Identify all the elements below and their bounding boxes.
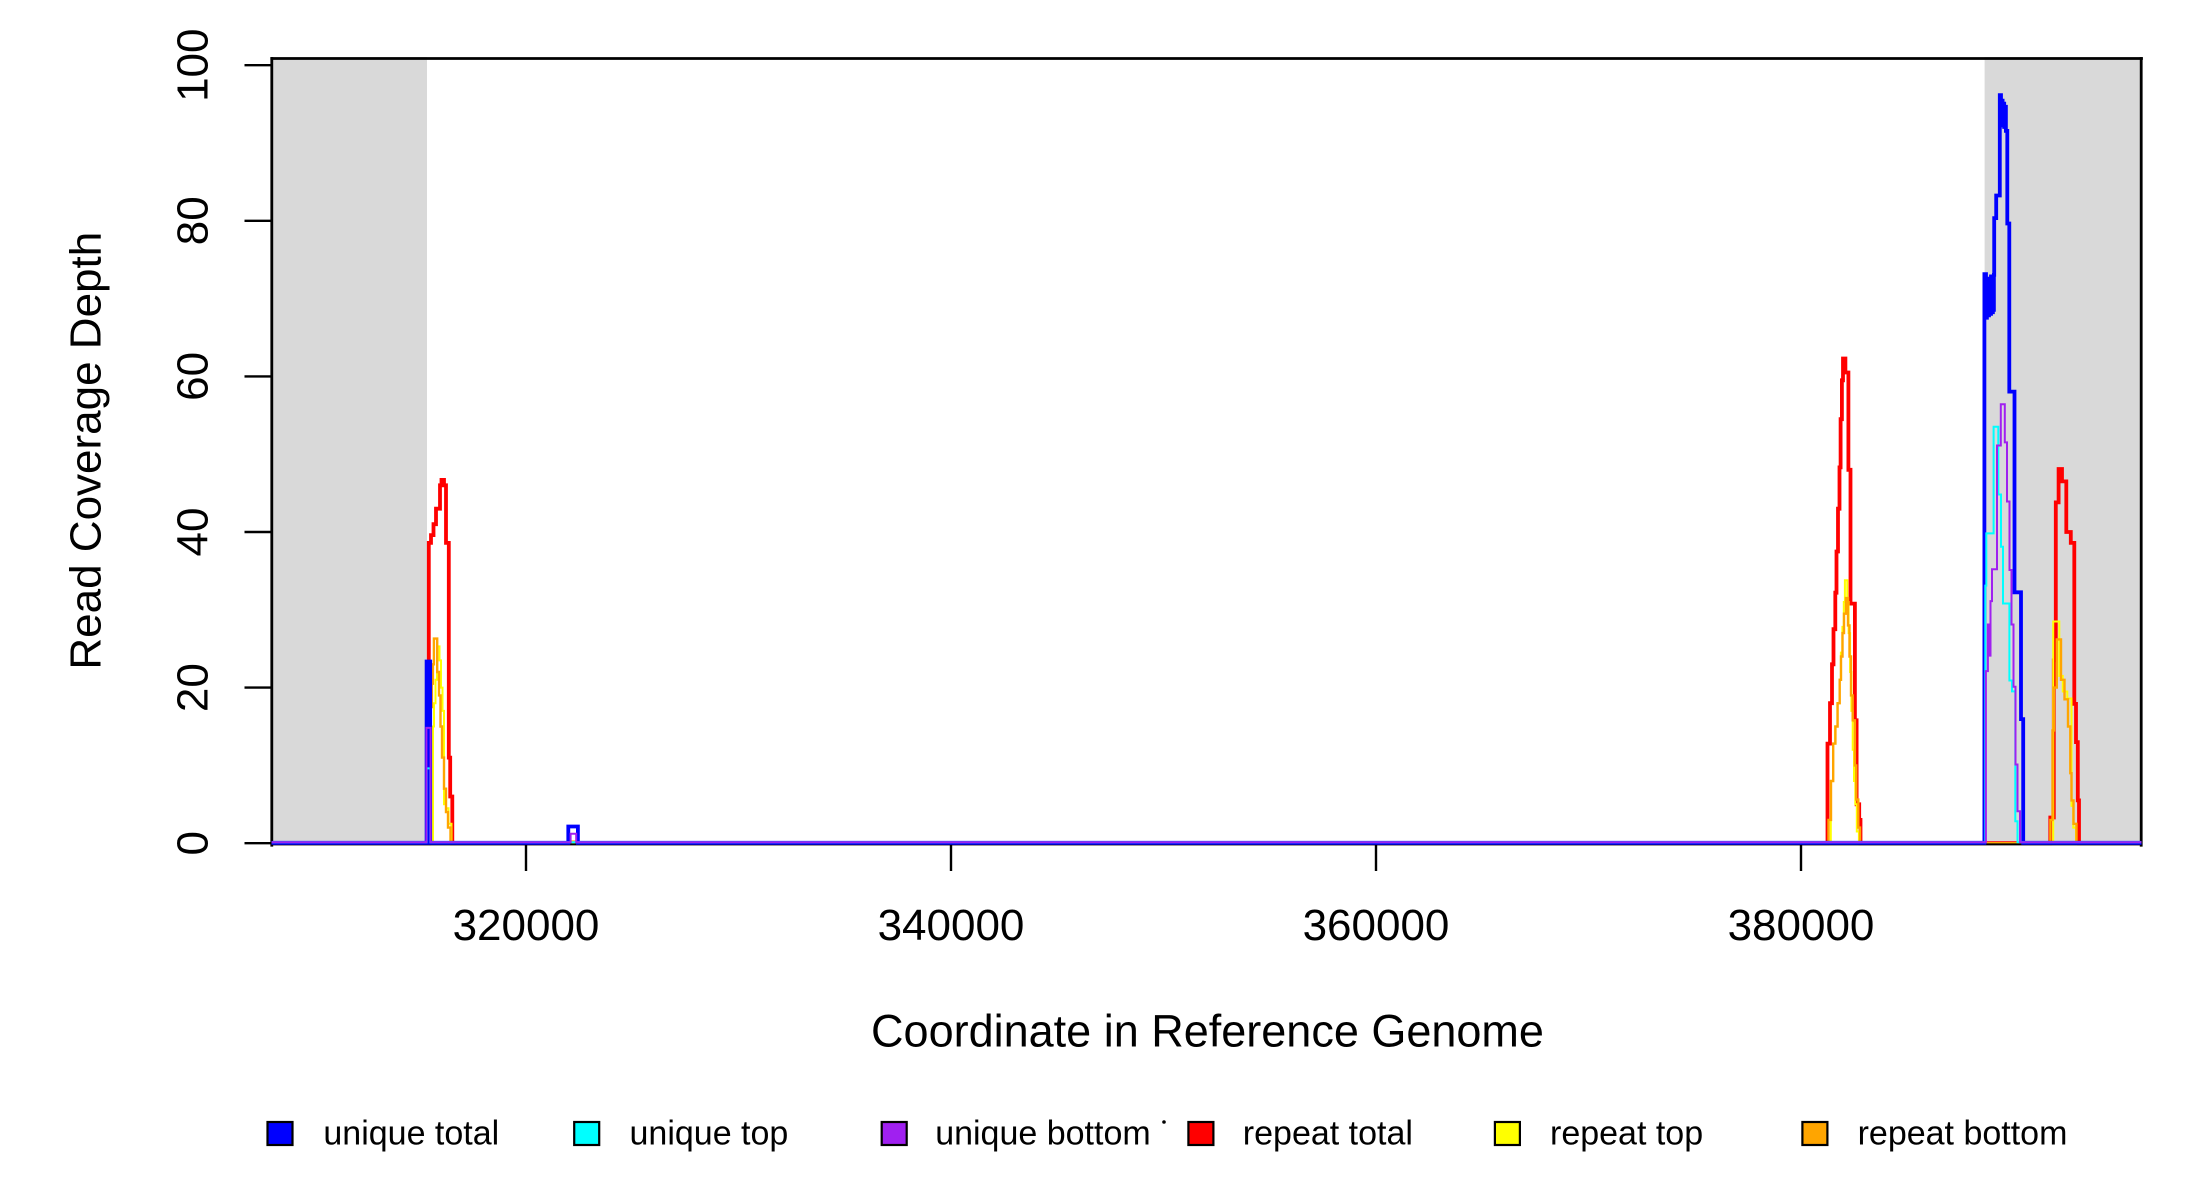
svg-text:20: 20 [169, 663, 218, 712]
svg-text:repeat total: repeat total [1243, 1115, 1413, 1153]
svg-text:repeat bottom: repeat bottom [1858, 1115, 2068, 1153]
svg-text:360000: 360000 [1303, 901, 1450, 950]
svg-text:Coordinate in Reference Genome: Coordinate in Reference Genome [871, 1006, 1544, 1057]
svg-text:unique top: unique top [630, 1115, 789, 1153]
svg-text:0: 0 [169, 831, 218, 855]
svg-text:repeat top: repeat top [1550, 1115, 1703, 1153]
svg-text:unique total: unique total [323, 1115, 499, 1153]
svg-text:380000: 380000 [1728, 901, 1875, 950]
svg-text:40: 40 [169, 508, 218, 557]
svg-text:60: 60 [169, 352, 218, 401]
svg-text:Read Coverage Depth: Read Coverage Depth [62, 232, 111, 670]
svg-text:100: 100 [169, 28, 218, 101]
svg-text:340000: 340000 [878, 901, 1025, 950]
svg-text:320000: 320000 [453, 901, 600, 950]
svg-text:80: 80 [169, 196, 218, 245]
svg-text:unique bottom: unique bottom [935, 1115, 1150, 1153]
